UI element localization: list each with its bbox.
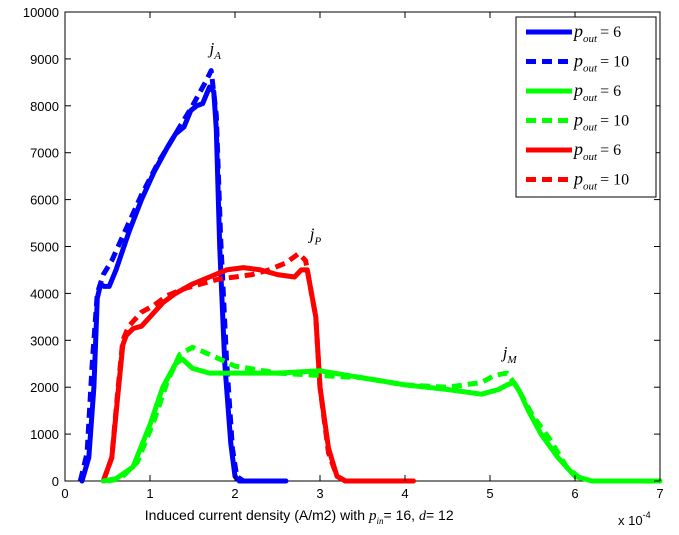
p-in-value-eq: = (384, 507, 396, 523)
x-tick-label: 1 (146, 486, 153, 501)
x-tick-label: 7 (656, 486, 663, 501)
y-tick-label: 1000 (30, 427, 59, 442)
x-tick-label: 2 (231, 486, 238, 501)
axis-ticks: 0 1 2 3 4 5 6 7 0 1000 2000 3000 4000 5000 6000 7000 800… (23, 5, 664, 501)
y-tick-label: 7000 (30, 146, 59, 161)
series-line-2 (77, 68, 245, 484)
x-tick-label: 0 (61, 486, 68, 501)
x-tick-label: 4 (401, 486, 408, 501)
annotation-j-a: jA (208, 39, 222, 62)
series-layer (77, 68, 663, 484)
y-tick-label: 9000 (30, 52, 59, 67)
y-tick-label: 6000 (30, 193, 59, 208)
x-axis-label: Induced current density (A/m2) with (145, 507, 365, 523)
x-tick-label: 3 (316, 486, 323, 501)
legend-label: pout = 6 (572, 139, 621, 163)
legend-label: pout = 10 (572, 51, 629, 75)
legend-label: pout = 10 (572, 169, 629, 193)
annotation-j-m: jM (501, 343, 518, 366)
y-tick-label: 8000 (30, 99, 59, 114)
y-tick-label: 3000 (30, 333, 59, 348)
y-tick-label: 4000 (30, 286, 59, 301)
y-tick-label: 2000 (30, 380, 59, 395)
legend-label: pout = 10 (572, 110, 629, 134)
series-line-6 (100, 251, 347, 484)
legend-box (515, 16, 657, 198)
x-tick-label: 5 (486, 486, 493, 501)
y-tick-label: 10000 (23, 5, 59, 20)
legend-label: pout = 6 (572, 21, 621, 45)
annotation-j-p: jP (308, 224, 322, 247)
y-tick-label: 5000 (30, 240, 59, 255)
legend: pout = 6 pout = 10 pout = 6 pout = 10 pout = 6 pou… (515, 16, 657, 198)
legend-label: pout = 6 (572, 80, 621, 104)
annotations: jA jP jM (208, 39, 518, 366)
x-tick-label: 6 (571, 486, 578, 501)
y-tick-label: 0 (52, 474, 59, 489)
x-axis-multiplier: x 10-4 (618, 510, 651, 528)
series-line-4 (107, 344, 586, 484)
x-axis-label-params: pin= 16, d= 12 (368, 507, 454, 526)
